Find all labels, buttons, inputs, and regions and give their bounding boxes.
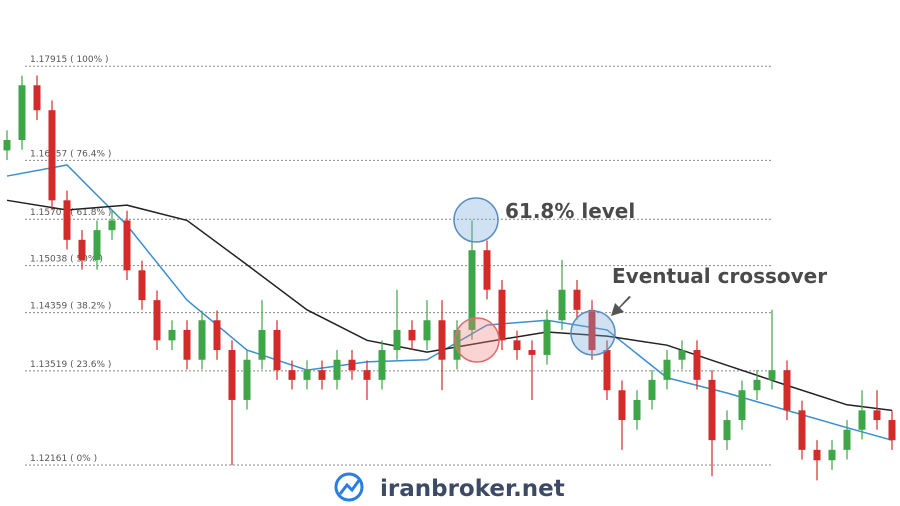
candle-body xyxy=(138,270,146,301)
fib-label: 1.15038 ( 50% ) xyxy=(30,255,103,265)
watermark: iranbroker.net xyxy=(380,476,565,502)
candle-body xyxy=(363,370,371,380)
candle-body xyxy=(453,329,461,360)
candle-body xyxy=(738,390,746,421)
watermark-logo xyxy=(334,472,364,502)
candle-body xyxy=(303,370,311,380)
arrow xyxy=(611,296,631,316)
candle-body xyxy=(663,359,671,380)
candle-body xyxy=(573,289,581,310)
candle-body xyxy=(588,309,596,351)
fib-label: 1.15707 ( 61.8% ) xyxy=(30,208,111,218)
candle-body xyxy=(18,85,26,141)
candle-body xyxy=(873,410,881,421)
fib-levels: 1.17915 ( 100% ) 1.16557 ( 76.4% ) 1.15707… xyxy=(25,55,772,466)
candles xyxy=(3,75,896,481)
candle-body xyxy=(33,85,41,111)
candle-body xyxy=(333,359,341,380)
candle-body xyxy=(708,379,716,441)
candle-body xyxy=(633,399,641,421)
fib-label: 1.16557 ( 76.4% ) xyxy=(30,149,111,159)
candle-body xyxy=(258,329,266,360)
candle-body xyxy=(393,329,401,351)
candle-body xyxy=(168,329,176,341)
candle-body xyxy=(723,420,731,441)
candle-body xyxy=(228,350,236,400)
candle-body xyxy=(618,390,626,421)
candle-body xyxy=(3,140,11,151)
candle-body xyxy=(678,350,686,360)
fib-label: 1.14359 ( 38.2% ) xyxy=(30,302,111,312)
candle-body xyxy=(378,350,386,380)
candle-body xyxy=(78,239,86,260)
highlight-circle xyxy=(453,197,499,243)
candle-body xyxy=(753,379,761,391)
candle-body xyxy=(243,359,251,400)
candle-body xyxy=(558,289,566,321)
candle-body xyxy=(198,320,206,360)
fib-label: 1.13519 ( 23.6% ) xyxy=(30,360,111,370)
fib-label: 1.12161 ( 0% ) xyxy=(30,454,97,464)
candle-body xyxy=(813,449,821,461)
candle-body xyxy=(858,410,866,430)
candle-body xyxy=(348,359,356,371)
candle-body xyxy=(63,200,71,240)
moving-average xyxy=(6,164,893,441)
candle-body xyxy=(768,370,776,380)
candle-body xyxy=(693,350,701,380)
candle-body xyxy=(108,220,116,231)
candle-body xyxy=(183,329,191,360)
candle-body xyxy=(318,370,326,380)
candle-body xyxy=(543,320,551,355)
moving-averages xyxy=(6,164,893,441)
candle-body xyxy=(513,340,521,351)
annotation: 61.8% level xyxy=(505,199,635,223)
candle-body xyxy=(438,320,446,360)
candle-body xyxy=(468,250,476,330)
highlight-circle xyxy=(454,317,500,363)
candle-body xyxy=(123,220,131,271)
highlight-circle xyxy=(570,310,616,356)
candle-body xyxy=(93,230,101,260)
candle-body xyxy=(423,320,431,341)
candle-body xyxy=(798,410,806,450)
candle-body xyxy=(783,370,791,411)
candle-body xyxy=(528,350,536,355)
candle-body xyxy=(498,289,506,341)
candle-body xyxy=(888,420,896,441)
candle-body xyxy=(603,350,611,391)
candle-body xyxy=(843,429,851,450)
candle-body xyxy=(48,110,56,201)
candle-body xyxy=(273,329,281,371)
candle-body xyxy=(828,449,836,461)
candle-body xyxy=(153,300,161,341)
candle-body xyxy=(213,320,221,351)
candle-body xyxy=(408,329,416,341)
fib-label: 1.17915 ( 100% ) xyxy=(30,55,109,65)
candle-body xyxy=(648,379,656,400)
annotation: Eventual crossover xyxy=(612,264,827,288)
candle-body xyxy=(288,370,296,380)
moving-average xyxy=(6,199,893,412)
candle-body xyxy=(483,250,491,290)
